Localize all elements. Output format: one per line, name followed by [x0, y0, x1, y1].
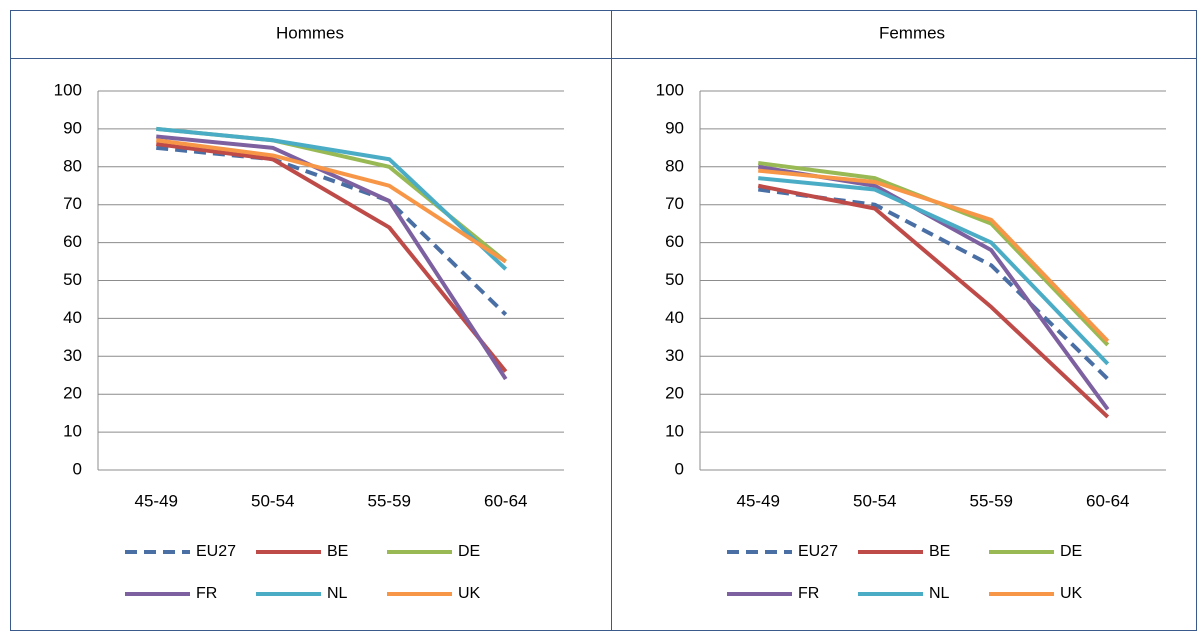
x-tick-label: 45-49	[135, 491, 178, 510]
y-tick-label: 100	[656, 80, 684, 99]
legend-label: UK	[1060, 585, 1083, 602]
y-tick-label: 80	[63, 156, 82, 175]
series-line	[155, 138, 507, 264]
legend-label: EU27	[798, 543, 838, 560]
y-tick-label: 0	[675, 459, 684, 478]
y-tick-label: 40	[665, 308, 684, 327]
series-line	[155, 142, 508, 373]
legend-label: FR	[798, 585, 819, 602]
y-tick-label: 20	[63, 384, 82, 403]
y-tick-label: 50	[665, 270, 684, 289]
y-tick-label: 70	[665, 194, 684, 213]
y-tick-label: 50	[63, 270, 82, 289]
x-tick-label: 50-54	[251, 491, 294, 510]
series-line	[757, 161, 1110, 347]
x-tick-label: 50-54	[853, 491, 896, 510]
y-tick-label: 10	[665, 422, 684, 441]
chart-title: Hommes	[276, 23, 344, 42]
legend-label: NL	[929, 585, 950, 602]
chart-title: Femmes	[879, 23, 945, 42]
legend-label: BE	[929, 543, 950, 560]
series-line	[156, 126, 508, 271]
y-tick-label: 10	[63, 422, 82, 441]
y-tick-label: 20	[665, 384, 684, 403]
y-tick-label: 0	[73, 459, 82, 478]
series-line	[156, 134, 508, 381]
table-border	[10, 10, 1197, 631]
legend-label: FR	[196, 585, 217, 602]
y-tick-label: 70	[63, 194, 82, 213]
x-tick-label: 45-49	[737, 491, 780, 510]
y-tick-label: 90	[665, 118, 684, 137]
y-tick-label: 100	[54, 80, 82, 99]
series-line	[758, 168, 1110, 343]
legend-label: EU27	[196, 543, 236, 560]
x-tick-label: 55-59	[970, 491, 1013, 510]
y-tick-label: 40	[63, 308, 82, 327]
x-tick-label: 60-64	[484, 491, 527, 510]
legend-label: UK	[458, 585, 481, 602]
y-tick-label: 90	[63, 118, 82, 137]
legend-label: DE	[458, 543, 480, 560]
y-tick-label: 80	[665, 156, 684, 175]
series-line	[758, 176, 1110, 366]
legend-label: DE	[1060, 543, 1082, 560]
y-tick-label: 60	[665, 232, 684, 251]
y-tick-label: 30	[63, 346, 82, 365]
legend-label: NL	[327, 585, 348, 602]
x-tick-label: 60-64	[1086, 491, 1129, 510]
x-tick-label: 55-59	[368, 491, 411, 510]
y-tick-label: 60	[63, 232, 82, 251]
legend-label: BE	[327, 543, 348, 560]
y-tick-label: 30	[665, 346, 684, 365]
series-line	[757, 183, 1110, 419]
